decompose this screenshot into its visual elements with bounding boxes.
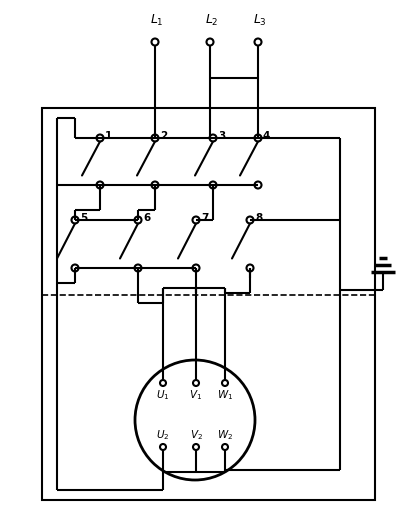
Bar xyxy=(42,108,374,500)
Text: 8: 8 xyxy=(254,213,262,223)
Text: $V_2$: $V_2$ xyxy=(189,428,202,442)
Text: 2: 2 xyxy=(160,131,167,141)
Text: 1: 1 xyxy=(105,131,112,141)
Text: $L_1$: $L_1$ xyxy=(150,13,164,28)
Text: $U_2$: $U_2$ xyxy=(156,428,169,442)
Text: 6: 6 xyxy=(143,213,150,223)
Text: 4: 4 xyxy=(262,131,270,141)
Text: $U_1$: $U_1$ xyxy=(156,388,169,402)
Text: $V_1$: $V_1$ xyxy=(189,388,202,402)
Bar xyxy=(42,108,374,295)
Text: 3: 3 xyxy=(217,131,225,141)
Text: $L_2$: $L_2$ xyxy=(205,13,218,28)
Text: 7: 7 xyxy=(200,213,208,223)
Text: 5: 5 xyxy=(80,213,87,223)
Text: $W_2$: $W_2$ xyxy=(216,428,232,442)
Text: $W_1$: $W_1$ xyxy=(216,388,232,402)
Text: $L_3$: $L_3$ xyxy=(252,13,266,28)
